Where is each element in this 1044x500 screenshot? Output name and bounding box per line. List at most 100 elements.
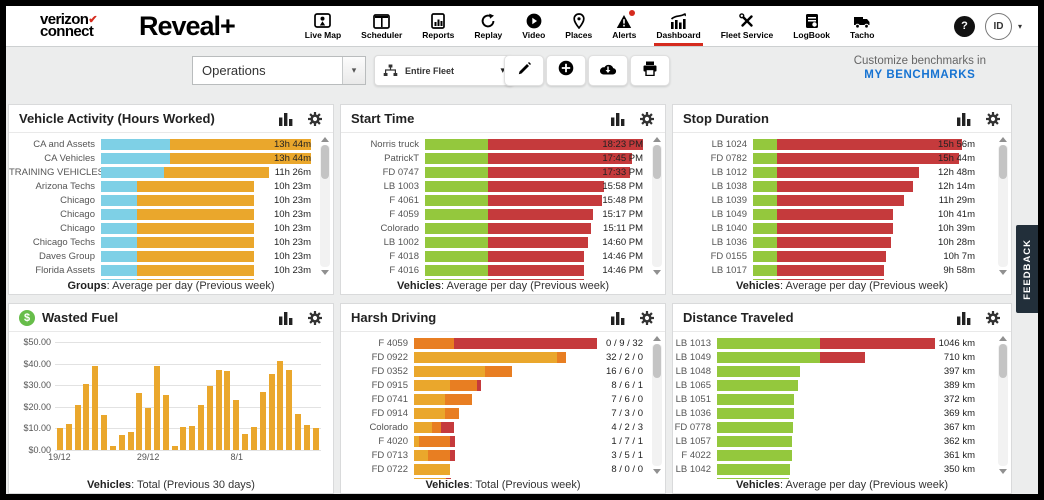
nav-item-video[interactable]: Video (512, 6, 555, 46)
fleet-select[interactable]: Entire Fleet ▾ (374, 55, 514, 86)
bar-row: F 4016 14:46 PM (341, 263, 665, 277)
gear-icon[interactable] (307, 111, 323, 127)
bar-row: LB 1049 710 km (673, 350, 1011, 364)
scroll-down-icon[interactable] (999, 469, 1007, 474)
bar-row: FD 0922 32 / 2 / 0 (341, 350, 665, 364)
bar-segment-green (717, 407, 794, 419)
dashboard-select-caret-icon[interactable]: ▾ (342, 57, 365, 84)
nav-item-reports[interactable]: Reports (412, 6, 464, 46)
edit-dashboard-button[interactable] (504, 55, 544, 86)
scrollbar-thumb[interactable] (653, 344, 661, 378)
chart-type-icon[interactable] (278, 311, 293, 325)
panel-scrollbar[interactable] (652, 336, 662, 476)
dashboard-select[interactable]: Operations ▾ (192, 56, 366, 85)
nav-item-dashboard[interactable]: Dashboard (646, 6, 710, 46)
replay-icon (480, 12, 496, 29)
nav-item-places[interactable]: Places (555, 6, 602, 46)
bar-segment-green (425, 138, 489, 150)
bar-segment-green (425, 278, 489, 280)
logo-line1: verizon (40, 11, 89, 28)
scrollbar-track[interactable] (998, 344, 1008, 466)
print-button[interactable] (630, 55, 670, 86)
user-avatar-button[interactable]: ID (984, 12, 1012, 40)
row-value: 8 / 0 / 0 (611, 463, 643, 475)
bar-track: 10h 23m (101, 180, 311, 192)
bar-track: 361 km (717, 449, 975, 461)
bar-row: Arizona Techs 10h 23m (9, 179, 333, 193)
row-value: 13h 44m (274, 152, 311, 164)
fuel-bar (65, 424, 72, 450)
bar-segment-red (440, 421, 455, 433)
bar-segment-orange (445, 407, 459, 419)
scroll-up-icon[interactable] (999, 336, 1007, 341)
row-label: FD 0741 (371, 393, 408, 405)
scroll-down-icon[interactable] (321, 270, 329, 275)
export-button[interactable] (588, 55, 628, 86)
scrollbar-thumb[interactable] (999, 344, 1007, 378)
scroll-up-icon[interactable] (321, 137, 329, 142)
bar-row (341, 476, 665, 479)
scrollbar-track[interactable] (652, 344, 662, 466)
scrollbar-thumb[interactable] (653, 145, 661, 179)
bar-track: 10h 23m (101, 222, 311, 234)
y-axis-label: $0.00 (28, 445, 51, 455)
panel-scrollbar[interactable] (998, 336, 1008, 476)
bar-row: Norris truck 18:23 PM (341, 137, 665, 151)
scrollbar-thumb[interactable] (999, 145, 1007, 179)
scrollbar-track[interactable] (652, 145, 662, 267)
nav-item-fleet-service[interactable]: Fleet Service (711, 6, 783, 46)
feedback-tab[interactable]: FEEDBACK (1016, 225, 1038, 313)
panel-scrollbar[interactable] (652, 137, 662, 277)
panel-scrollbar[interactable] (998, 137, 1008, 277)
scroll-up-icon[interactable] (653, 336, 661, 341)
fuel-bar (224, 371, 231, 450)
bar-track: 13h 44m (101, 138, 311, 150)
bar-segment-amber (414, 463, 450, 475)
chart-type-icon[interactable] (956, 311, 971, 325)
add-chart-button[interactable] (546, 55, 586, 86)
chart-type-icon[interactable] (278, 112, 293, 126)
bar-segment-green (717, 379, 798, 391)
fuel-bar (312, 428, 319, 450)
chart-type-icon[interactable] (956, 112, 971, 126)
scroll-down-icon[interactable] (653, 469, 661, 474)
row-label: LB 1039 (711, 194, 747, 206)
scroll-down-icon[interactable] (653, 270, 661, 275)
scroll-up-icon[interactable] (653, 137, 661, 142)
nav-item-live-map[interactable]: Live Map (295, 6, 351, 46)
bar-segment-cyan (101, 278, 137, 280)
gear-icon[interactable] (985, 111, 1001, 127)
gear-icon[interactable] (639, 310, 655, 326)
panel-scrollbar[interactable] (320, 137, 330, 277)
scrollbar-thumb[interactable] (321, 145, 329, 179)
scroll-down-icon[interactable] (999, 270, 1007, 275)
bar-track: 10h 23m (101, 236, 311, 248)
scrollbar-track[interactable] (998, 145, 1008, 267)
chart-type-icon[interactable] (610, 112, 625, 126)
help-label: ? (961, 20, 968, 32)
my-benchmarks-link[interactable]: MY BENCHMARKS (864, 69, 976, 81)
scrollbar-track[interactable] (320, 145, 330, 267)
footer-caption: : Average per day (Previous week) (106, 280, 275, 292)
scheduler-icon (373, 12, 391, 29)
benchmark-text: Customize benchmarks in (853, 55, 986, 67)
gear-icon[interactable] (639, 111, 655, 127)
scroll-up-icon[interactable] (999, 137, 1007, 142)
help-button[interactable]: ? (953, 15, 975, 37)
gear-icon[interactable] (985, 310, 1001, 326)
nav-item-replay[interactable]: Replay (464, 6, 512, 46)
user-caret-icon[interactable]: ▾ (1017, 21, 1022, 31)
bar-segment-red (488, 194, 602, 206)
row-label: Colorado (369, 421, 408, 433)
gear-icon[interactable] (307, 310, 323, 326)
nav-item-tacho[interactable]: Tacho (840, 6, 884, 46)
row-label: FD 0747 (382, 166, 419, 178)
nav-item-scheduler[interactable]: Scheduler (351, 6, 412, 46)
fuel-bar (180, 427, 187, 450)
nav-item-alerts[interactable]: Alerts (602, 6, 646, 46)
bar-track: 4 / 2 / 3 (414, 421, 643, 433)
chart-type-icon[interactable] (610, 311, 625, 325)
fuel-bar (294, 414, 301, 450)
row-value: 32 / 2 / 0 (606, 351, 643, 363)
nav-item-logbook[interactable]: LogBook (783, 6, 840, 46)
